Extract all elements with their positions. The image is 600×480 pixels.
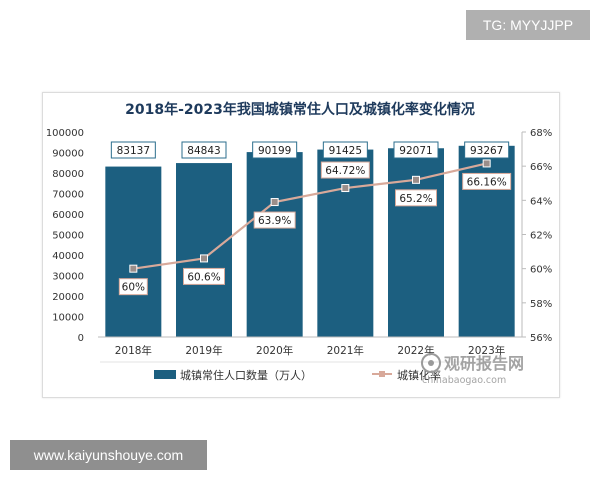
line-value-labels: 60% 60.6% 63.9% 64.72% 65.2% 66.16%	[118, 161, 512, 296]
right-axis: 56% 58% 60% 62% 64% 66% 68%	[521, 128, 552, 344]
population-bars	[105, 145, 515, 337]
line-value-label: 60%	[122, 282, 145, 294]
legend-bar-label: 城镇常住人口数量（万人）	[180, 368, 312, 382]
bar-value-label: 90199	[258, 145, 291, 157]
left-axis-tick-label: 60000	[52, 210, 84, 221]
x-axis-tick-label: 2022年	[397, 344, 434, 357]
urbanization-point	[129, 264, 138, 273]
left-axis-tick-label: 100000	[46, 128, 84, 139]
line-value-label: 66.16%	[467, 176, 507, 188]
right-axis-tick-label: 68%	[530, 128, 552, 139]
right-axis-tick-label: 62%	[530, 231, 552, 242]
urbanization-line-path	[133, 162, 487, 270]
right-axis-tick-label: 60%	[530, 265, 552, 276]
line-value-label: 64.72%	[325, 165, 365, 177]
left-axis-tick-label: 90000	[52, 149, 84, 160]
population-bar	[105, 166, 162, 337]
line-value-label: 60.6%	[187, 271, 220, 283]
urbanization-point	[200, 254, 208, 263]
left-axis: 0 10000 20000 30000 40000 50000 60000 70000 8000…	[46, 128, 84, 344]
left-axis-tick-label: 0	[78, 333, 84, 344]
watermark-brand: 观研报告网	[444, 354, 524, 373]
urbanization-point	[341, 184, 350, 193]
bar-value-label-box	[110, 141, 156, 159]
bar-value-label-box	[252, 141, 298, 159]
right-axis-tick-label: 56%	[530, 333, 552, 344]
legend-bar-swatch	[154, 370, 176, 379]
footer-url: www.kaiyunshouye.com	[10, 440, 207, 470]
population-bar	[176, 163, 232, 337]
line-value-label-box	[462, 172, 512, 190]
line-value-label: 63.9%	[258, 215, 291, 227]
right-axis-tick-label: 66%	[530, 162, 552, 173]
line-value-label-box	[320, 161, 370, 179]
legend-line-marker	[379, 371, 385, 377]
bar-value-label-box	[464, 141, 510, 159]
x-axis-tick-label: 2021年	[327, 344, 364, 357]
watermark: 观研报告网 chinabaogao.com	[421, 353, 524, 386]
tg-badge: TG: MYYJJPP	[466, 10, 590, 40]
bar-value-label: 93267	[470, 145, 503, 157]
line-value-label-box	[118, 278, 148, 296]
x-axis-tick-label: 2023年	[468, 344, 505, 357]
x-axis: 2018年 2019年 2020年 2021年 2022年 2023年	[98, 336, 522, 357]
bar-value-label: 92071	[399, 145, 432, 157]
bar-value-label: 84843	[187, 145, 220, 157]
urbanization-point	[412, 175, 420, 184]
bar-value-labels: 83137 84843 90199 91425 92071 93267	[110, 141, 510, 159]
left-axis-tick-label: 50000	[52, 231, 84, 242]
chart-title: 2018年-2023年我国城镇常住人口及城镇化率变化情况	[125, 101, 475, 118]
x-axis-tick-label: 2018年	[115, 344, 152, 357]
line-value-label: 65.2%	[399, 193, 432, 205]
left-axis-tick-label: 40000	[52, 251, 84, 262]
line-value-label-box	[183, 267, 225, 285]
watermark-logo-icon	[421, 353, 441, 373]
right-axis-tick-label: 64%	[530, 196, 552, 207]
left-axis-tick-label: 80000	[52, 169, 84, 180]
x-axis-tick-label: 2019年	[185, 344, 222, 357]
left-axis-tick-label: 10000	[52, 313, 84, 324]
x-axis-tick-label: 2020年	[256, 344, 293, 357]
bar-value-label-box	[322, 141, 368, 159]
population-bar	[246, 152, 303, 337]
left-axis-tick-label: 70000	[52, 190, 84, 201]
line-value-label-box	[395, 189, 437, 207]
bar-value-label-box	[393, 141, 439, 159]
urbanization-point	[482, 159, 491, 168]
watermark-logo-icon-dot	[428, 360, 434, 366]
right-axis-tick-label: 58%	[530, 299, 552, 310]
watermark-domain: chinabaogao.com	[422, 375, 506, 386]
bar-value-label: 83137	[117, 145, 150, 157]
urbanization-point	[270, 198, 279, 207]
left-axis-tick-label: 30000	[52, 272, 84, 283]
bar-value-label-box	[181, 141, 227, 159]
population-bar	[317, 149, 374, 337]
left-axis-tick-label: 20000	[52, 292, 84, 303]
legend: 城镇常住人口数量（万人） 城镇化率	[154, 368, 441, 382]
urbanization-line	[129, 159, 491, 273]
line-value-label-box	[253, 211, 296, 229]
bar-value-label: 91425	[329, 145, 362, 157]
